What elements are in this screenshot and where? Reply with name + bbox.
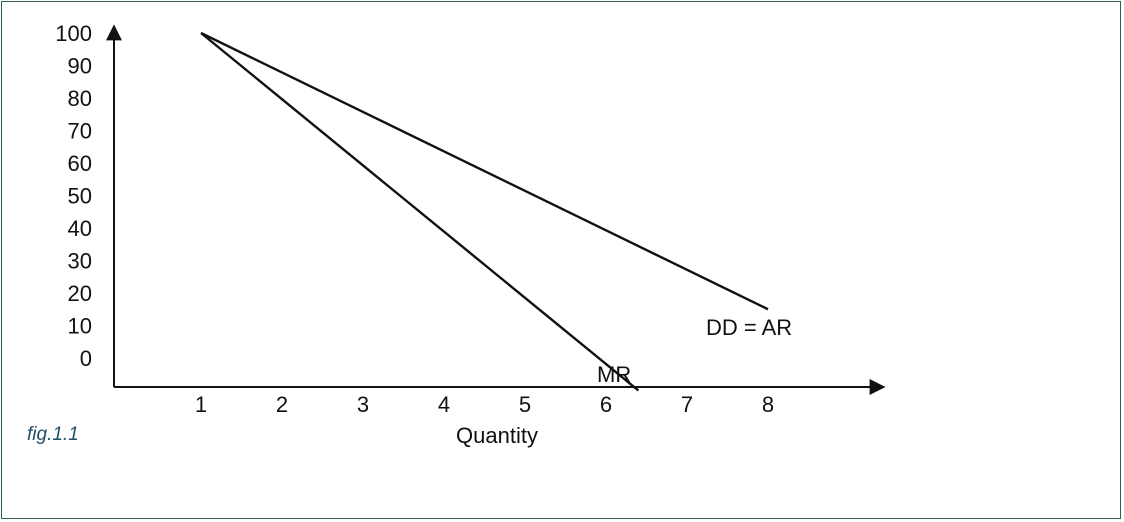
y-tick-label: 60 xyxy=(68,151,92,176)
y-tick-label: 20 xyxy=(68,281,92,306)
series-lines xyxy=(200,31,769,392)
series-label-mr: MR xyxy=(597,362,631,387)
x-tick-label: 1 xyxy=(195,392,207,417)
y-tick-label: 100 xyxy=(55,21,92,46)
y-tick-label: 10 xyxy=(68,314,92,339)
x-axis-title: Quantity xyxy=(456,423,538,448)
series-label-dd-ar: DD = AR xyxy=(706,315,792,340)
series-labels: DD = AR MR xyxy=(597,315,792,387)
x-tick-label: 3 xyxy=(357,392,369,417)
x-tick-label: 6 xyxy=(600,392,612,417)
x-tick-labels: 1 2 3 4 5 6 7 8 xyxy=(195,392,774,417)
y-tick-label: 80 xyxy=(68,86,92,111)
y-tick-label: 40 xyxy=(68,216,92,241)
series-line-mr xyxy=(200,32,640,392)
x-tick-label: 2 xyxy=(276,392,288,417)
x-tick-label: 8 xyxy=(762,392,774,417)
x-tick-label: 5 xyxy=(519,392,531,417)
figure-caption: fig.1.1 xyxy=(27,424,79,445)
axes xyxy=(106,24,886,395)
y-tick-label: 0 xyxy=(80,346,92,371)
y-tick-label: 30 xyxy=(68,249,92,274)
x-tick-label: 7 xyxy=(681,392,693,417)
y-tick-label: 50 xyxy=(68,184,92,209)
y-tick-label: 90 xyxy=(68,54,92,79)
series-line-dd-ar xyxy=(200,31,769,311)
y-tick-label: 70 xyxy=(68,119,92,144)
x-tick-label: 4 xyxy=(438,392,450,417)
